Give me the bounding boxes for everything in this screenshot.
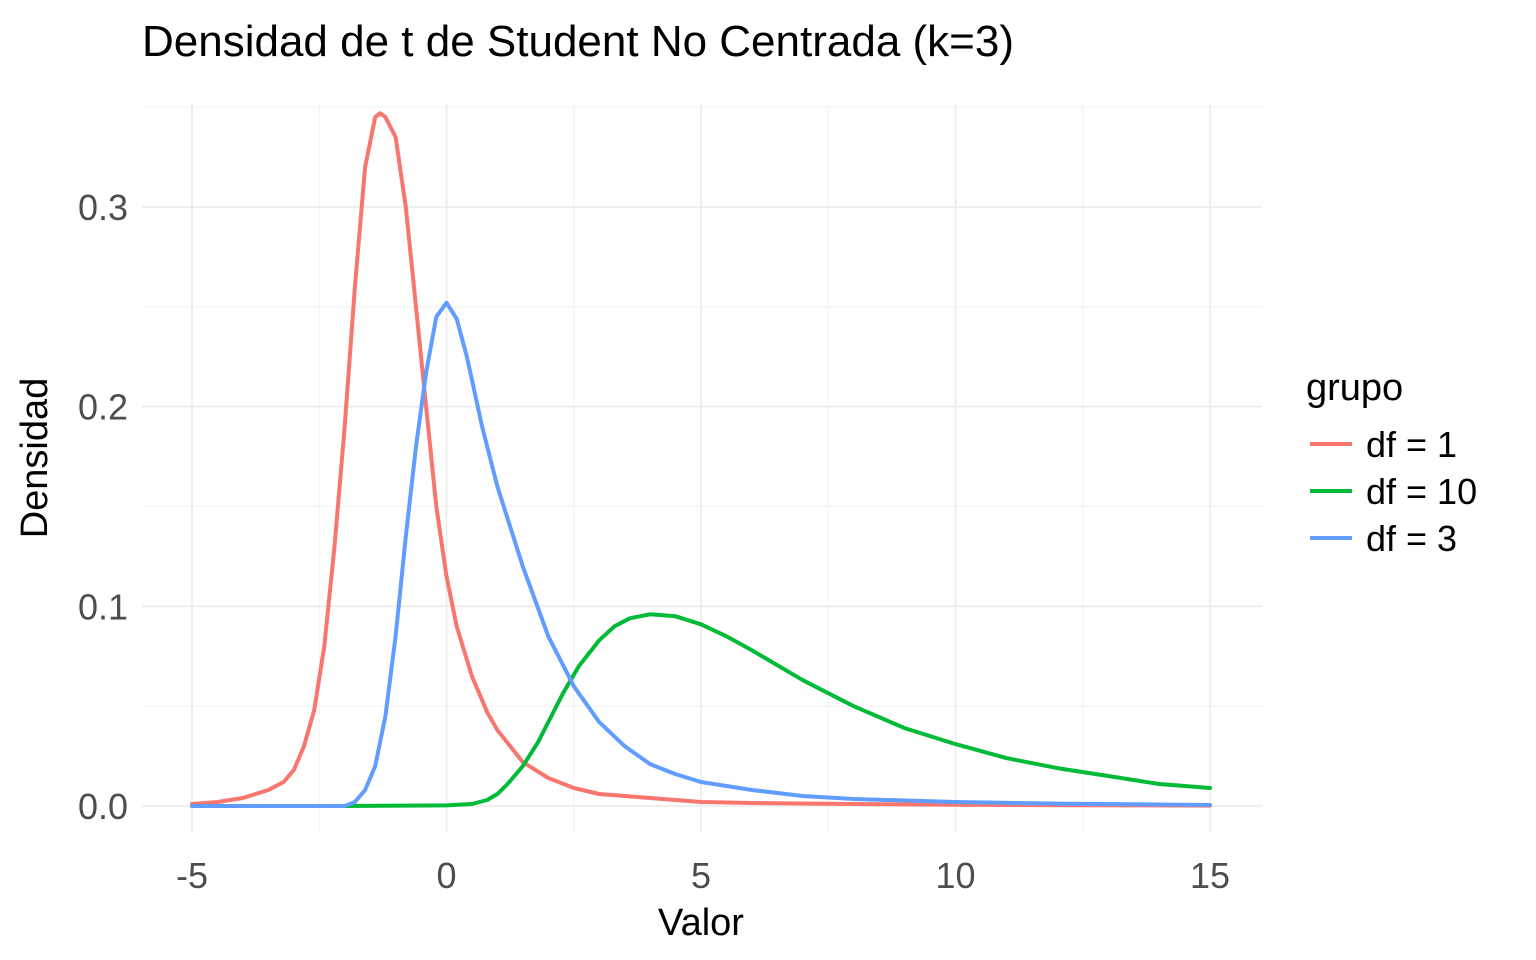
legend-label: df = 10 <box>1366 471 1477 512</box>
series-line-0 <box>190 111 1212 808</box>
series-line-2 <box>190 300 1212 808</box>
x-tick-label: 10 <box>935 855 975 896</box>
x-tick-label: -5 <box>176 855 208 896</box>
chart-title: Densidad de t de Student No Centrada (k=… <box>142 17 1014 66</box>
grid <box>142 104 1262 832</box>
x-axis-ticks: -5 0 5 10 15 <box>176 855 1230 896</box>
legend: grupo df = 1 df = 10 df = 3 <box>1306 367 1477 559</box>
x-tick-label: 5 <box>691 855 711 896</box>
legend-title: grupo <box>1306 367 1403 409</box>
y-tick-label: 0.1 <box>78 586 128 627</box>
x-axis-title: Valor <box>658 902 744 944</box>
series-lines <box>190 111 1212 808</box>
series-line-1 <box>190 612 1212 808</box>
y-tick-label: 0.2 <box>78 387 128 428</box>
legend-label: df = 1 <box>1366 424 1457 465</box>
legend-label: df = 3 <box>1366 518 1457 559</box>
y-tick-label: 0.3 <box>78 187 128 228</box>
x-tick-label: 0 <box>436 855 456 896</box>
x-tick-label: 15 <box>1190 855 1230 896</box>
y-tick-label: 0.0 <box>78 786 128 827</box>
y-axis-ticks: 0.0 0.1 0.2 0.3 <box>78 187 128 827</box>
y-axis-title: Densidad <box>14 378 56 539</box>
